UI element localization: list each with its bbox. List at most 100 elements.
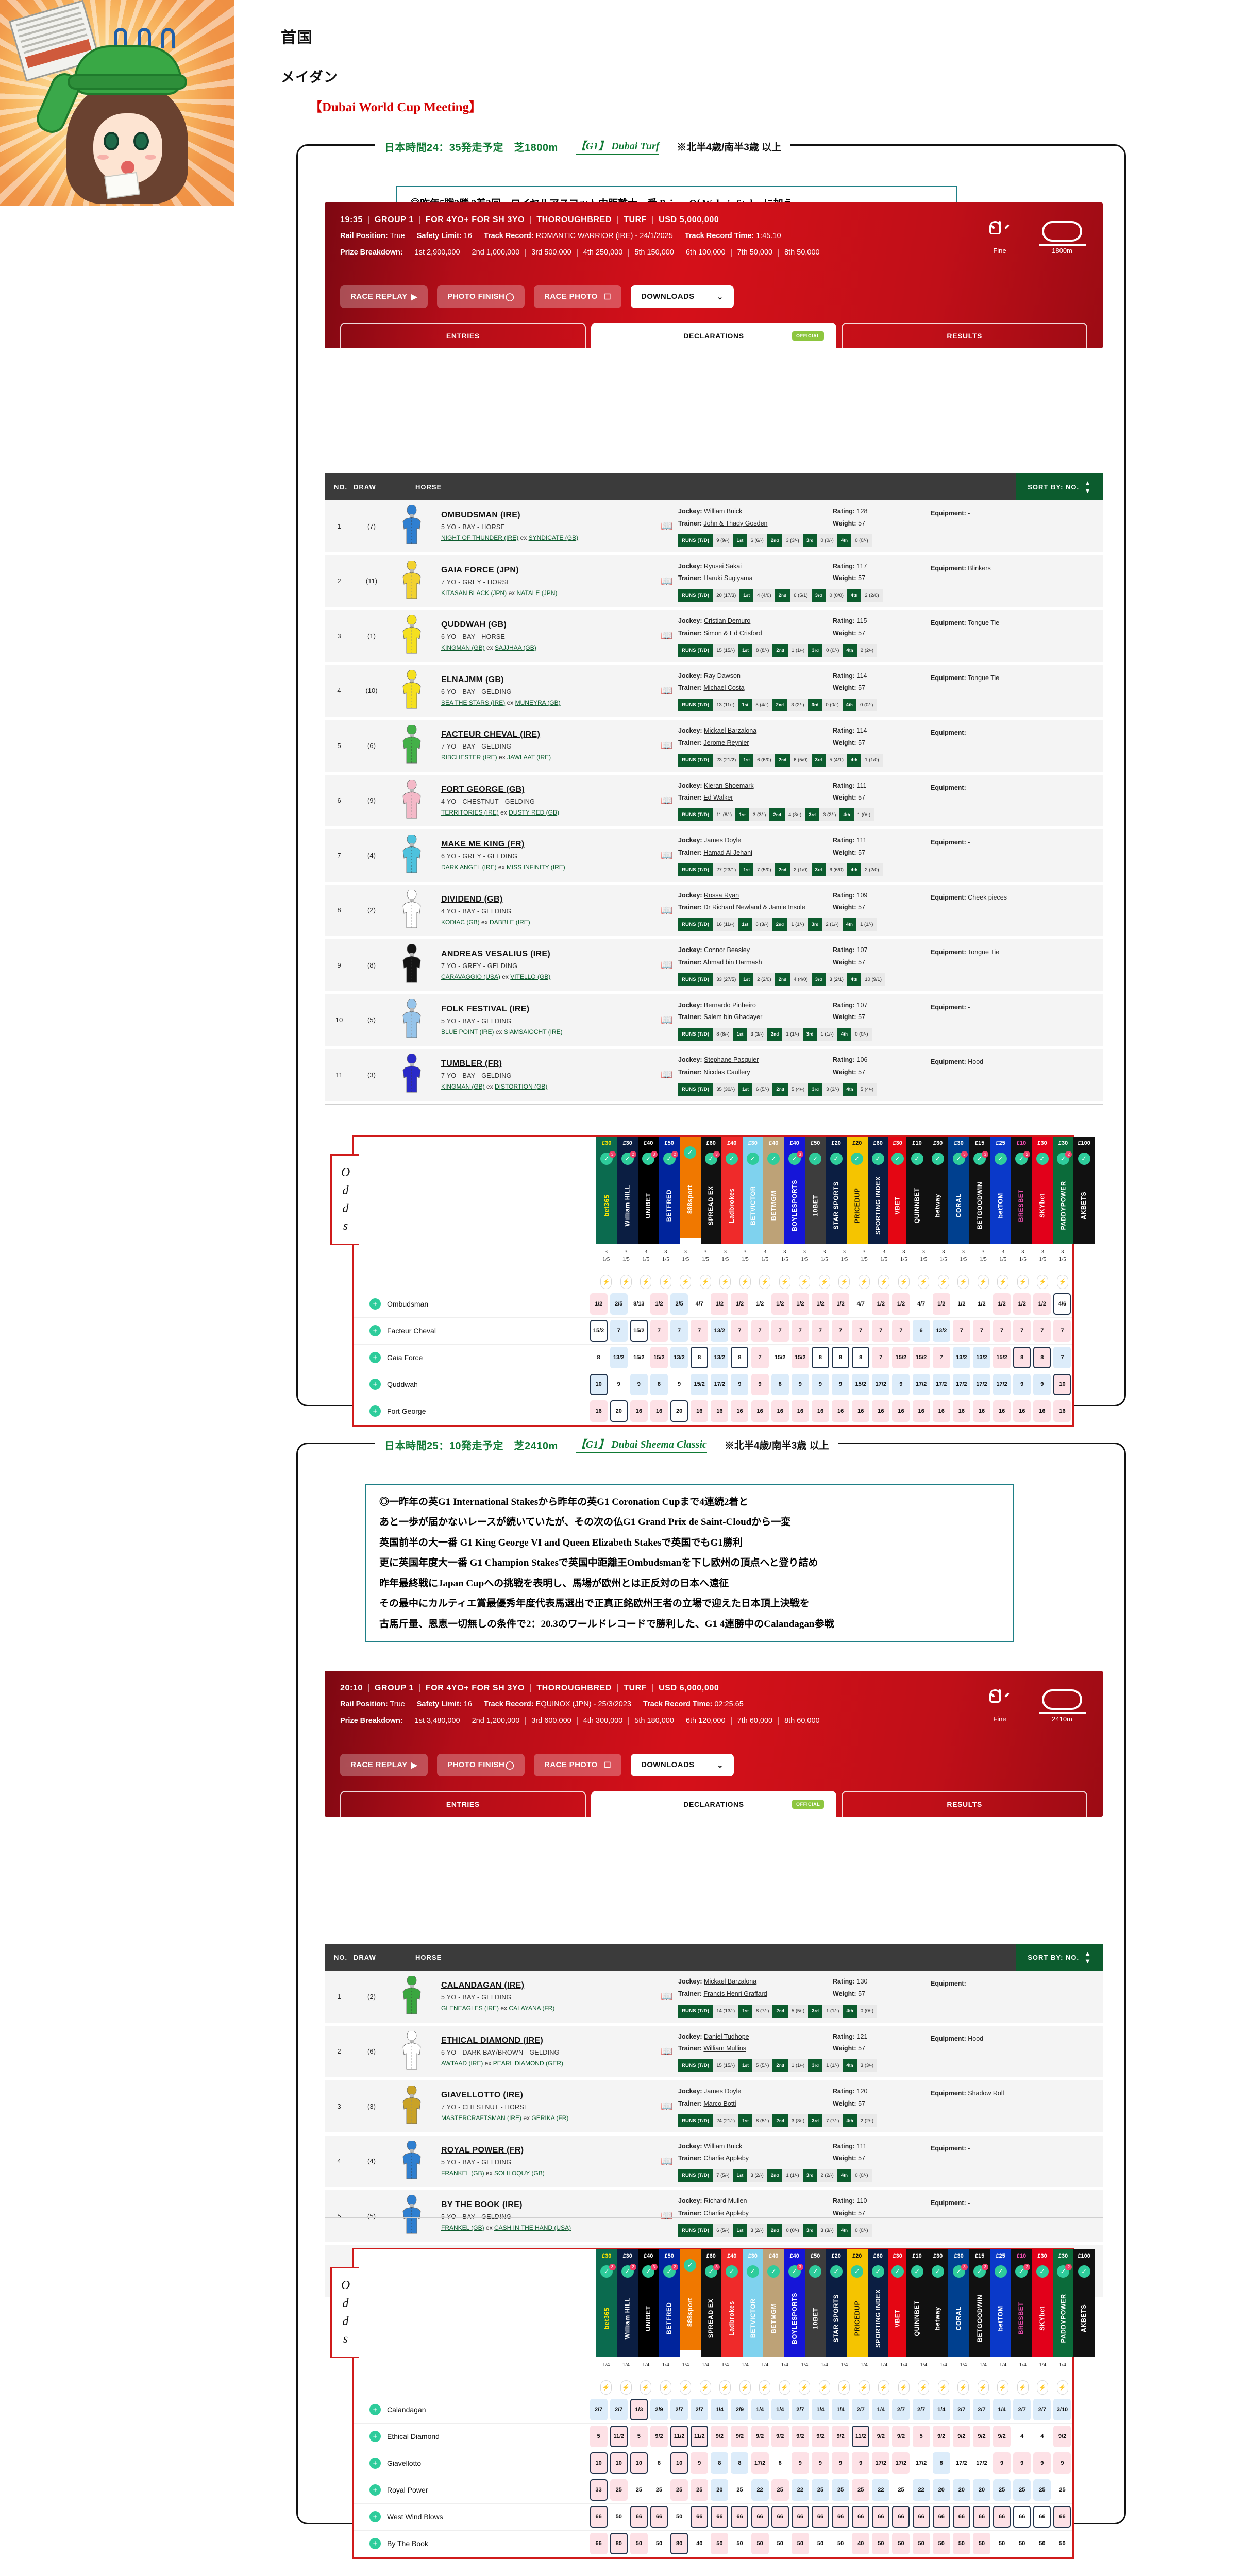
- odds-cell[interactable]: 1/2: [1012, 1293, 1032, 1315]
- odds-cell[interactable]: 25: [669, 2479, 689, 2501]
- bookmaker-logo[interactable]: betTOM: [990, 2280, 1011, 2357]
- sire-link[interactable]: RIBCHESTER (IRE): [441, 754, 497, 761]
- bet-slip-cell[interactable]: ⚡: [834, 2380, 854, 2395]
- horse-name-link[interactable]: GIAVELLOTTO (IRE): [441, 2091, 524, 2100]
- bet-slip-cell[interactable]: ⚡: [636, 1274, 656, 1289]
- odds-cell[interactable]: 66: [790, 2506, 810, 2528]
- odds-cell[interactable]: 50: [971, 2533, 991, 2555]
- bet-slip-cell[interactable]: ⚡: [953, 2380, 973, 2395]
- tab-entries[interactable]: ENTRIES: [340, 322, 586, 348]
- bet-slip-cell[interactable]: ⚡: [616, 1274, 636, 1289]
- odds-cell[interactable]: 1/2: [971, 1293, 991, 1315]
- odds-cell[interactable]: 50: [790, 2533, 810, 2555]
- odds-cell[interactable]: 9/2: [871, 2426, 891, 2448]
- odds-cell[interactable]: 8: [730, 2452, 750, 2475]
- bookmaker-logo[interactable]: William HILL: [617, 1167, 638, 1244]
- form-book-icon[interactable]: 📖: [661, 2211, 673, 2222]
- dam-link[interactable]: PEARL DIAMOND (GER): [493, 2059, 563, 2067]
- dam-link[interactable]: CASH IN THE HAND (USA): [494, 2224, 571, 2232]
- bookmaker-logo[interactable]: SPORTING INDEX: [867, 1167, 888, 1244]
- odds-cell[interactable]: 50: [730, 2533, 750, 2555]
- jockey-name-link[interactable]: Mickael Barzalona: [704, 1978, 757, 1985]
- dam-link[interactable]: MUNEYRA (GB): [515, 699, 561, 706]
- odds-cell[interactable]: 7: [871, 1347, 891, 1368]
- trainer-name-link[interactable]: Dr Richard Newland & Jamie Insole: [703, 904, 805, 911]
- odds-cell[interactable]: 7: [669, 1320, 689, 1342]
- odds-cell[interactable]: 1/2: [730, 1293, 750, 1315]
- horse-name-link[interactable]: BY THE BOOK (IRE): [441, 2200, 523, 2210]
- odds-cell[interactable]: 10: [588, 1374, 609, 1395]
- odds-cell[interactable]: 13/2: [931, 1320, 951, 1342]
- odds-cell[interactable]: 7: [730, 1320, 750, 1342]
- jockey-name-link[interactable]: Ryusei Sakai: [704, 562, 742, 570]
- odds-cell[interactable]: 9/2: [810, 2426, 830, 2448]
- odds-cell[interactable]: 16: [851, 1400, 871, 1422]
- form-book-icon[interactable]: 📖: [661, 2156, 673, 2167]
- odds-cell[interactable]: 50: [810, 2533, 830, 2555]
- horse-name-link[interactable]: FACTEUR CHEVAL (IRE): [441, 730, 541, 739]
- form-book-icon[interactable]: 📖: [661, 1070, 673, 1081]
- form-book-icon[interactable]: 📖: [661, 631, 673, 642]
- bookmaker-column[interactable]: £15 ✓ 3 BETGOODWIN: [969, 1137, 990, 1244]
- odds-cell[interactable]: 1/2: [710, 1293, 730, 1315]
- odds-cell[interactable]: 7: [790, 1320, 810, 1342]
- odds-cell[interactable]: 2/7: [1012, 2399, 1032, 2421]
- odds-cell[interactable]: 15/2: [911, 1347, 931, 1368]
- bookmaker-column[interactable]: £20 ✓ STAR SPORTS: [826, 2249, 847, 2357]
- bookmaker-column[interactable]: ✓ 888sport: [680, 1137, 701, 1244]
- odds-cell[interactable]: 66: [931, 2506, 951, 2528]
- jockey-name-link[interactable]: Kieran Shoemark: [704, 782, 754, 789]
- bookmaker-column[interactable]: £60 ✓ 3 SPREAD EX: [700, 2249, 721, 2357]
- odds-cell[interactable]: 1/4: [831, 2399, 851, 2421]
- dam-link[interactable]: JAWLAAT (IRE): [507, 754, 551, 761]
- odds-cell[interactable]: 8: [810, 1347, 830, 1368]
- bet-slip-cell[interactable]: ⚡: [854, 2380, 874, 2395]
- odds-cell[interactable]: 9/2: [971, 2426, 991, 2448]
- odds-cell[interactable]: 8: [1032, 1347, 1052, 1368]
- bookmaker-column[interactable]: £30 ✓ 3 bet365: [596, 2249, 617, 2357]
- form-book-icon[interactable]: 📖: [661, 685, 673, 697]
- odds-cell[interactable]: 6: [911, 1320, 931, 1342]
- odds-cell[interactable]: 2/5: [669, 1293, 689, 1315]
- odds-cell[interactable]: 2/7: [911, 2399, 931, 2421]
- odds-cell[interactable]: 9: [1032, 1374, 1052, 1395]
- bet-slip-cell[interactable]: ⚡: [735, 2380, 755, 2395]
- plus-icon[interactable]: +: [369, 1379, 381, 1390]
- bookmaker-column[interactable]: £20 ✓ PRICEDUP: [847, 1137, 868, 1244]
- odds-cell[interactable]: 7: [750, 1320, 770, 1342]
- dam-link[interactable]: DABBLE (IRE): [490, 918, 530, 926]
- bookmaker-logo[interactable]: QUINNBET: [906, 2280, 928, 2357]
- odds-cell[interactable]: 20: [931, 2479, 951, 2501]
- bookmaker-logo[interactable]: PRICEDUP: [847, 2280, 868, 2357]
- odds-cell[interactable]: 13/2: [609, 1347, 629, 1368]
- odds-cell[interactable]: 16: [891, 1400, 911, 1422]
- odds-cell[interactable]: 50: [1052, 2533, 1072, 2555]
- odds-cell[interactable]: 7: [1012, 1320, 1032, 1342]
- tab-declarations[interactable]: DECLARATIONS OFFICIAL: [591, 322, 837, 348]
- bet-slip-cell[interactable]: ⚡: [874, 1274, 894, 1289]
- odds-cell[interactable]: 2/7: [891, 2399, 911, 2421]
- sire-link[interactable]: GLENEAGLES (IRE): [441, 2005, 499, 2012]
- bookmaker-column[interactable]: £30 ✓ betway: [927, 1137, 949, 1244]
- odds-cell[interactable]: 16: [588, 1400, 609, 1422]
- odds-cell[interactable]: 8: [770, 1374, 790, 1395]
- bookmaker-column[interactable]: £30 ✓ BETVICTOR: [742, 1137, 763, 1244]
- bookmaker-column[interactable]: £30 ✓ 3 CORAL: [948, 2249, 969, 2357]
- odds-cell[interactable]: 50: [669, 2506, 689, 2528]
- trainer-name-link[interactable]: Michael Costa: [703, 684, 745, 692]
- bookmaker-logo[interactable]: betTOM: [990, 1167, 1011, 1244]
- odds-runner[interactable]: + Royal Power: [354, 2484, 588, 2496]
- odds-cell[interactable]: 50: [831, 2533, 851, 2555]
- plus-icon[interactable]: +: [369, 1405, 381, 1417]
- odds-cell[interactable]: 66: [851, 2506, 871, 2528]
- bookmaker-column[interactable]: £100 ✓ AKBETS: [1073, 2249, 1095, 2357]
- bookmaker-column[interactable]: £20 ✓ STAR SPORTS: [826, 1137, 847, 1244]
- odds-cell[interactable]: 15/2: [629, 1347, 649, 1368]
- bet-slip-cell[interactable]: ⚡: [815, 1274, 835, 1289]
- bookmaker-column[interactable]: £40 ✓ Ladbrokes: [721, 1137, 743, 1244]
- dam-link[interactable]: CALAYANA (FR): [509, 2005, 555, 2012]
- odds-cell[interactable]: 22: [871, 2479, 891, 2501]
- odds-cell[interactable]: 17/2: [992, 1374, 1012, 1395]
- bookmaker-logo[interactable]: SKYbet: [1032, 2280, 1053, 2357]
- odds-cell[interactable]: 1/2: [871, 1293, 891, 1315]
